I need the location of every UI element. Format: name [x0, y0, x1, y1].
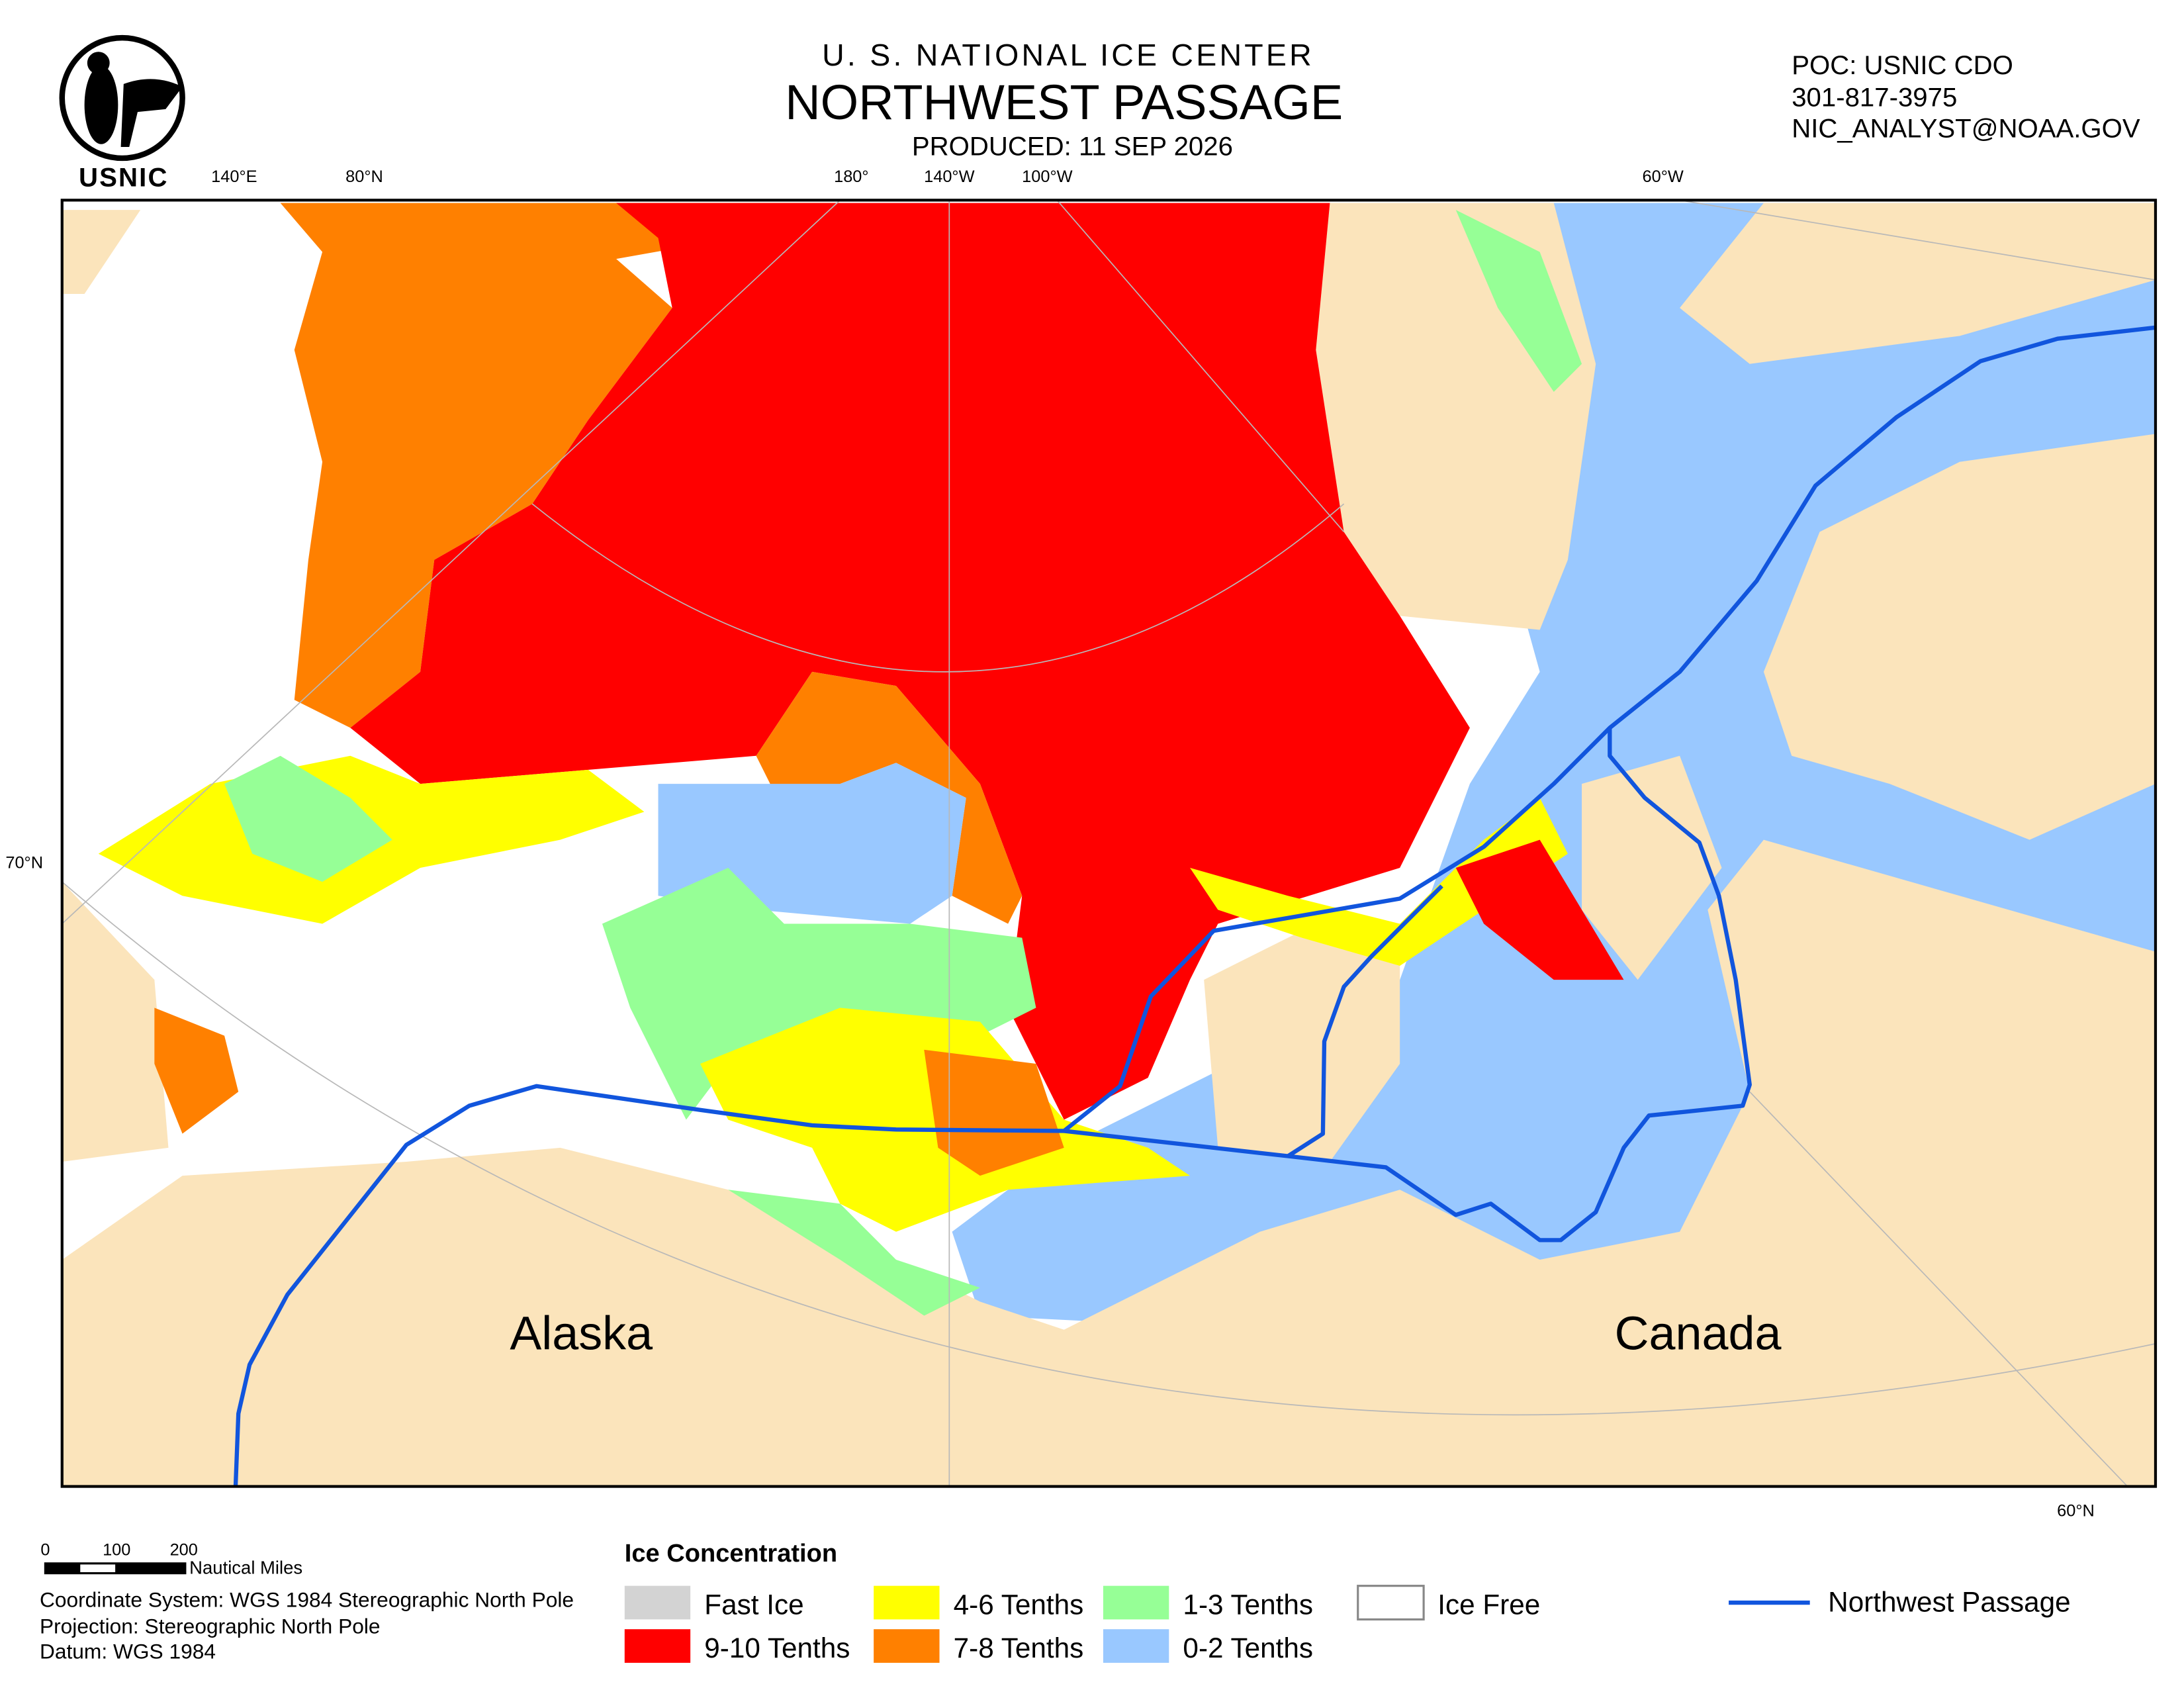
legend-label: 0-2 Tenths	[1183, 1632, 1313, 1664]
graticule-label: 140°W	[924, 167, 974, 186]
logo-text: USNIC	[79, 162, 169, 192]
scale-tick: 0	[40, 1540, 50, 1559]
scale-bar: 0 100 200 Nautical Miles	[40, 1540, 302, 1577]
contact-line: 301-817-3975	[1792, 83, 1957, 113]
logo: USNIC	[59, 34, 185, 192]
legend-swatch	[1357, 1585, 1425, 1620]
legend-swatch	[624, 1629, 691, 1663]
graticule-label: 100°W	[1022, 167, 1072, 186]
legend-swatch	[1103, 1629, 1169, 1663]
graticule-label: 180°	[834, 167, 868, 186]
legend-label: 7-8 Tenths	[954, 1632, 1084, 1664]
scale-tick: 200	[170, 1540, 198, 1559]
map-frame	[60, 199, 2158, 1488]
note: Coordinate System: WGS 1984 Stereographi…	[40, 1587, 574, 1611]
legend-swatch	[874, 1585, 940, 1620]
produced-date: PRODUCED: 11 SEP 2026	[912, 132, 1233, 162]
graticule-label: 70°N	[5, 853, 43, 872]
agency: U. S. NATIONAL ICE CENTER	[822, 38, 1314, 72]
legend-swatch	[874, 1629, 940, 1663]
graticule-label: 60°W	[1643, 167, 1684, 186]
scale-unit: Nautical Miles	[189, 1558, 302, 1578]
legend-label: Northwest Passage	[1828, 1586, 2070, 1617]
contact-line: POC: USNIC CDO	[1792, 50, 2013, 80]
graticule-label: 60°N	[2057, 1501, 2095, 1520]
legend-label: Ice Free	[1437, 1589, 1540, 1620]
note: Projection: Stereographic North Pole	[40, 1614, 381, 1638]
legend-swatch	[624, 1585, 691, 1620]
place-label: Canada	[1615, 1307, 1782, 1360]
legend-label: Fast Ice	[704, 1589, 803, 1620]
legend-label: 4-6 Tenths	[954, 1589, 1084, 1620]
map	[62, 200, 2156, 1487]
contact-line: NIC_ANALYST@NOAA.GOV	[1792, 113, 2140, 143]
legend-title: Ice Concentration	[625, 1540, 837, 1568]
legend-swatch	[1103, 1585, 1169, 1620]
graticule-label: 140°E	[211, 167, 257, 186]
legend: Fast Ice 9-10 Tenths 4-6 Tenths 7-8 Tenths 1…	[624, 1585, 2071, 1664]
graticule-label: 80°N	[345, 167, 383, 186]
note: Datum: WGS 1984	[40, 1640, 216, 1664]
title: NORTHWEST PASSAGE	[785, 75, 1343, 130]
legend-label: 9-10 Tenths	[704, 1632, 850, 1664]
place-label: Alaska	[510, 1307, 653, 1360]
scale-tick: 100	[103, 1540, 130, 1559]
legend-label: 1-3 Tenths	[1183, 1589, 1313, 1620]
